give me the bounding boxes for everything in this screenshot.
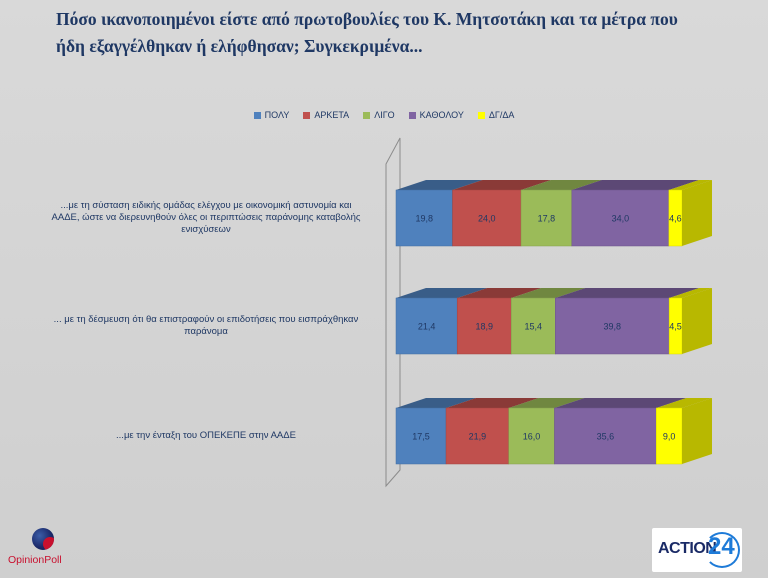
data-label: 34,0 — [612, 214, 630, 224]
legend-label: ΠΟΛΥ — [264, 110, 290, 120]
bar-top-face — [656, 398, 712, 408]
bar-top-face — [554, 398, 687, 408]
bar-segment — [395, 407, 447, 465]
category-label-line: ενισχύσεων — [181, 224, 231, 235]
bar-segment — [452, 189, 522, 247]
legend-swatch — [477, 111, 485, 119]
bar-segment — [445, 407, 509, 465]
opinionpoll-logo: OpinionPoll — [8, 528, 88, 576]
data-label: 4,5 — [669, 322, 682, 332]
axis-wall — [385, 137, 401, 488]
category-label-line: ...με τη σύσταση ειδικής ομάδας ελέγχου … — [60, 200, 352, 211]
data-label: 15,4 — [525, 322, 543, 332]
bar-top-face — [396, 288, 488, 298]
legend-label: ΑΡΚΕΤΑ — [314, 110, 350, 120]
bar-top-face — [457, 288, 542, 298]
data-label: 17,5 — [412, 432, 430, 442]
action24-logo: ACTION 24 — [652, 528, 742, 572]
legend-swatch — [253, 111, 261, 119]
legend-label: ΛΙΓΟ — [374, 110, 395, 120]
legend-item-0: ΠΟΛΥ — [253, 110, 290, 120]
data-label: 18,9 — [475, 322, 493, 332]
legend-item-1: ΑΡΚΕΤΑ — [303, 110, 349, 120]
bar-top-face — [571, 180, 699, 190]
bar-top-face — [668, 180, 712, 190]
category-label-line: παράνομα — [184, 326, 228, 337]
category-label-line: ... με τη δέσμευση ότι θα επιστραφούν οι… — [53, 314, 359, 325]
category-label-line: ...με την ένταξη του ΟΠΕΚΕΠΕ στην ΑΑΔΕ — [116, 430, 296, 441]
bar-end-face — [682, 180, 712, 246]
bar-top-face — [521, 180, 602, 190]
bar-segment — [656, 407, 683, 465]
bar-segment — [395, 189, 453, 247]
bar-segment — [571, 189, 670, 247]
bar-end-face — [682, 288, 712, 354]
bar-segment — [395, 297, 458, 355]
data-label: 4,6 — [669, 214, 682, 224]
category-label: ... με τη δέσμευση ότι θα επιστραφούν οι… — [36, 314, 376, 338]
legend-item-2: ΛΙΓΟ — [363, 110, 395, 120]
bar-segment — [554, 407, 657, 465]
bar-segment — [508, 407, 555, 465]
category-label: ...με τη σύσταση ειδικής ομάδας ελέγχου … — [36, 200, 376, 236]
data-label: 19,8 — [415, 214, 433, 224]
data-label: 35,6 — [597, 432, 615, 442]
bar-top-face — [555, 288, 700, 298]
data-label: 17,8 — [538, 214, 556, 224]
action24-logo-number: 24 — [708, 533, 735, 560]
bar-top-face — [452, 180, 552, 190]
legend-swatch — [408, 111, 416, 119]
legend-label: ΚΑΘΟΛΟΥ — [419, 110, 464, 120]
bar-segment — [520, 189, 573, 247]
data-label: 24,0 — [478, 214, 496, 224]
title-line-2: ήδη εξαγγέλθηκαν ή ελήφθησαν; Συγκεκριμέ… — [56, 36, 423, 56]
legend-label: ΔΓ/ΔΑ — [488, 110, 515, 120]
action24-logo-text: ACTION — [658, 540, 717, 557]
legend-swatch — [363, 111, 371, 119]
bar-end-face — [682, 398, 712, 464]
bar-segment — [511, 297, 556, 355]
bar-top-face — [669, 288, 712, 298]
action24-logo-ring-icon — [704, 532, 740, 568]
legend-item-3: ΚΑΘΟΛΟΥ — [408, 110, 464, 120]
data-label: 21,9 — [469, 432, 487, 442]
bar-segment — [555, 297, 670, 355]
opinionpoll-logo-text: OpinionPoll — [8, 554, 62, 566]
legend: ΠΟΛΥ ΑΡΚΕΤΑ ΛΙΓΟ ΚΑΘΟΛΟΥ ΔΓ/ΔΑ — [0, 110, 768, 120]
bar-top-face — [511, 288, 586, 298]
title-line-1: Πόσο ικανοποιημένοι είστε από πρωτοβουλί… — [56, 9, 678, 29]
bar-top-face — [396, 398, 477, 408]
category-label: ...με την ένταξη του ΟΠΕΚΕΠΕ στην ΑΑΔΕ — [36, 430, 376, 442]
chart-title: Πόσο ικανοποιημένοι είστε από πρωτοβουλί… — [56, 6, 736, 60]
bar-top-face — [396, 180, 483, 190]
category-label-line: ΑΑΔΕ, ώστε να διερευνηθούν όλες οι περιπ… — [51, 212, 361, 223]
bar-top-face — [508, 398, 585, 408]
data-label: 9,0 — [663, 432, 676, 442]
opinionpoll-logo-icon — [32, 528, 54, 550]
data-label: 39,8 — [603, 322, 621, 332]
data-label: 21,4 — [418, 322, 436, 332]
bar-top-face — [446, 398, 539, 408]
legend-swatch — [303, 111, 311, 119]
legend-item-4: ΔΓ/ΔΑ — [477, 110, 515, 120]
data-label: 16,0 — [523, 432, 541, 442]
